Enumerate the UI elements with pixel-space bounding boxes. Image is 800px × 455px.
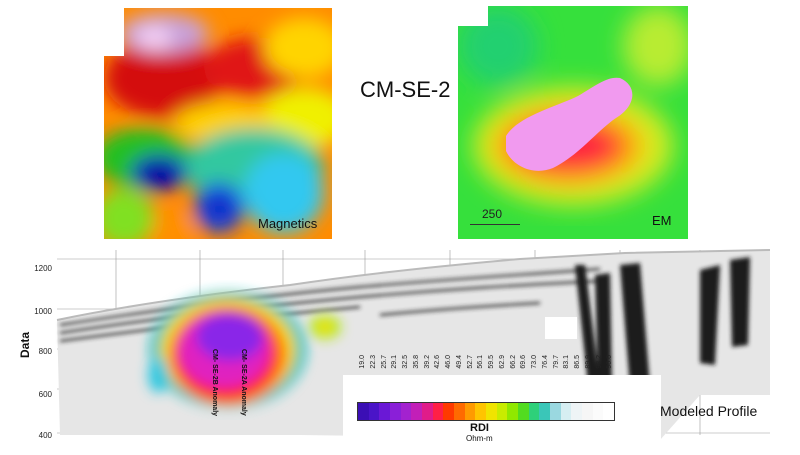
legend-tick-label: 79.7 <box>552 355 560 369</box>
legend-tick-label: 22.3 <box>369 355 377 369</box>
legend-tick-label: 66.2 <box>509 355 517 369</box>
legend-tick-label: 19.0 <box>359 355 366 369</box>
legend-swatch <box>507 403 519 420</box>
magnetics-label: Magnetics <box>258 216 318 231</box>
legend-swatch <box>550 403 561 420</box>
legend-swatch <box>358 403 369 420</box>
legend-tick-label: 73.0 <box>531 355 538 369</box>
legend-tick-label: 29.1 <box>391 355 399 369</box>
legend-tick-label: 49.4 <box>455 355 463 369</box>
y-tick: 800 <box>38 347 52 356</box>
y-tick: 600 <box>38 390 52 399</box>
legend-tick-label: 39.2 <box>423 355 431 369</box>
legend-swatch <box>592 403 604 420</box>
em-map: 250 EM <box>458 6 688 239</box>
legend-swatch <box>518 403 529 420</box>
legend-swatch <box>486 403 497 420</box>
legend-swatch <box>464 403 476 420</box>
legend-tick-label: 25.7 <box>380 355 388 369</box>
anomaly-label-2b: CM- SE-2B Anomaly <box>211 349 218 417</box>
rdi-color-scale <box>357 402 615 421</box>
legend-swatch <box>432 403 444 420</box>
legend-swatch <box>560 403 572 420</box>
legend-ticks: 19.0 22.3 25.7 29.1 32.5 35.8 39.2 42.6 46.0 49.4… <box>357 355 615 399</box>
legend-swatch <box>528 403 540 420</box>
legend-swatch <box>390 403 401 420</box>
legend-swatch <box>496 403 508 420</box>
legend-tick-label: 35.8 <box>412 355 420 369</box>
em-label: EM <box>652 213 672 228</box>
legend-swatch <box>443 403 455 420</box>
legend-tick-label: 62.9 <box>498 355 506 369</box>
legend-tick-label: 69.6 <box>520 355 528 369</box>
legend-swatch <box>454 403 465 420</box>
em-scale-bar <box>470 224 520 225</box>
magnetics-heatmap <box>104 8 332 239</box>
anomaly-label-2a: CM- SE-2A Anomaly <box>240 349 247 416</box>
legend-swatch <box>400 403 412 420</box>
legend-swatch <box>475 403 487 420</box>
legend-swatch <box>379 403 391 420</box>
y-tick: 400 <box>38 431 52 440</box>
legend-swatch <box>422 403 433 420</box>
legend-tick-label: 46.0 <box>445 355 452 369</box>
magnetics-map: Magnetics <box>104 8 332 239</box>
legend-tick-label: 56.1 <box>477 355 485 369</box>
legend-tick-label: 32.5 <box>402 355 409 369</box>
legend-tick-label: 96.6 <box>606 355 614 369</box>
legend-swatch <box>571 403 583 420</box>
legend-unit: Ohm-m <box>466 434 493 443</box>
legend-swatch <box>368 403 380 420</box>
legend-tick-label: 83.1 <box>563 355 571 369</box>
legend-swatch <box>411 403 423 420</box>
legend-tick-label: 76.4 <box>541 355 549 369</box>
legend-swatch <box>582 403 593 420</box>
map-title: CM-SE-2 <box>360 77 451 102</box>
legend-tick-label: 59.5 <box>488 355 495 369</box>
legend-title: RDI <box>470 422 489 434</box>
legend-tick-label: 86.5 <box>574 355 581 369</box>
em-heatmap <box>458 6 688 239</box>
legend-tick-label: 89.9 <box>584 355 592 369</box>
modeled-profile-label: Modeled Profile <box>660 403 758 419</box>
legend-tick-label: 52.7 <box>466 355 474 369</box>
legend-swatch <box>603 403 615 420</box>
em-scale-label: 250 <box>482 207 503 221</box>
legend-swatch <box>539 403 551 420</box>
legend-tick-label: 42.6 <box>434 355 442 369</box>
y-tick: 1200 <box>34 264 52 273</box>
legend-tick-label: 93.2 <box>595 355 603 369</box>
y-tick: 1000 <box>34 307 52 316</box>
